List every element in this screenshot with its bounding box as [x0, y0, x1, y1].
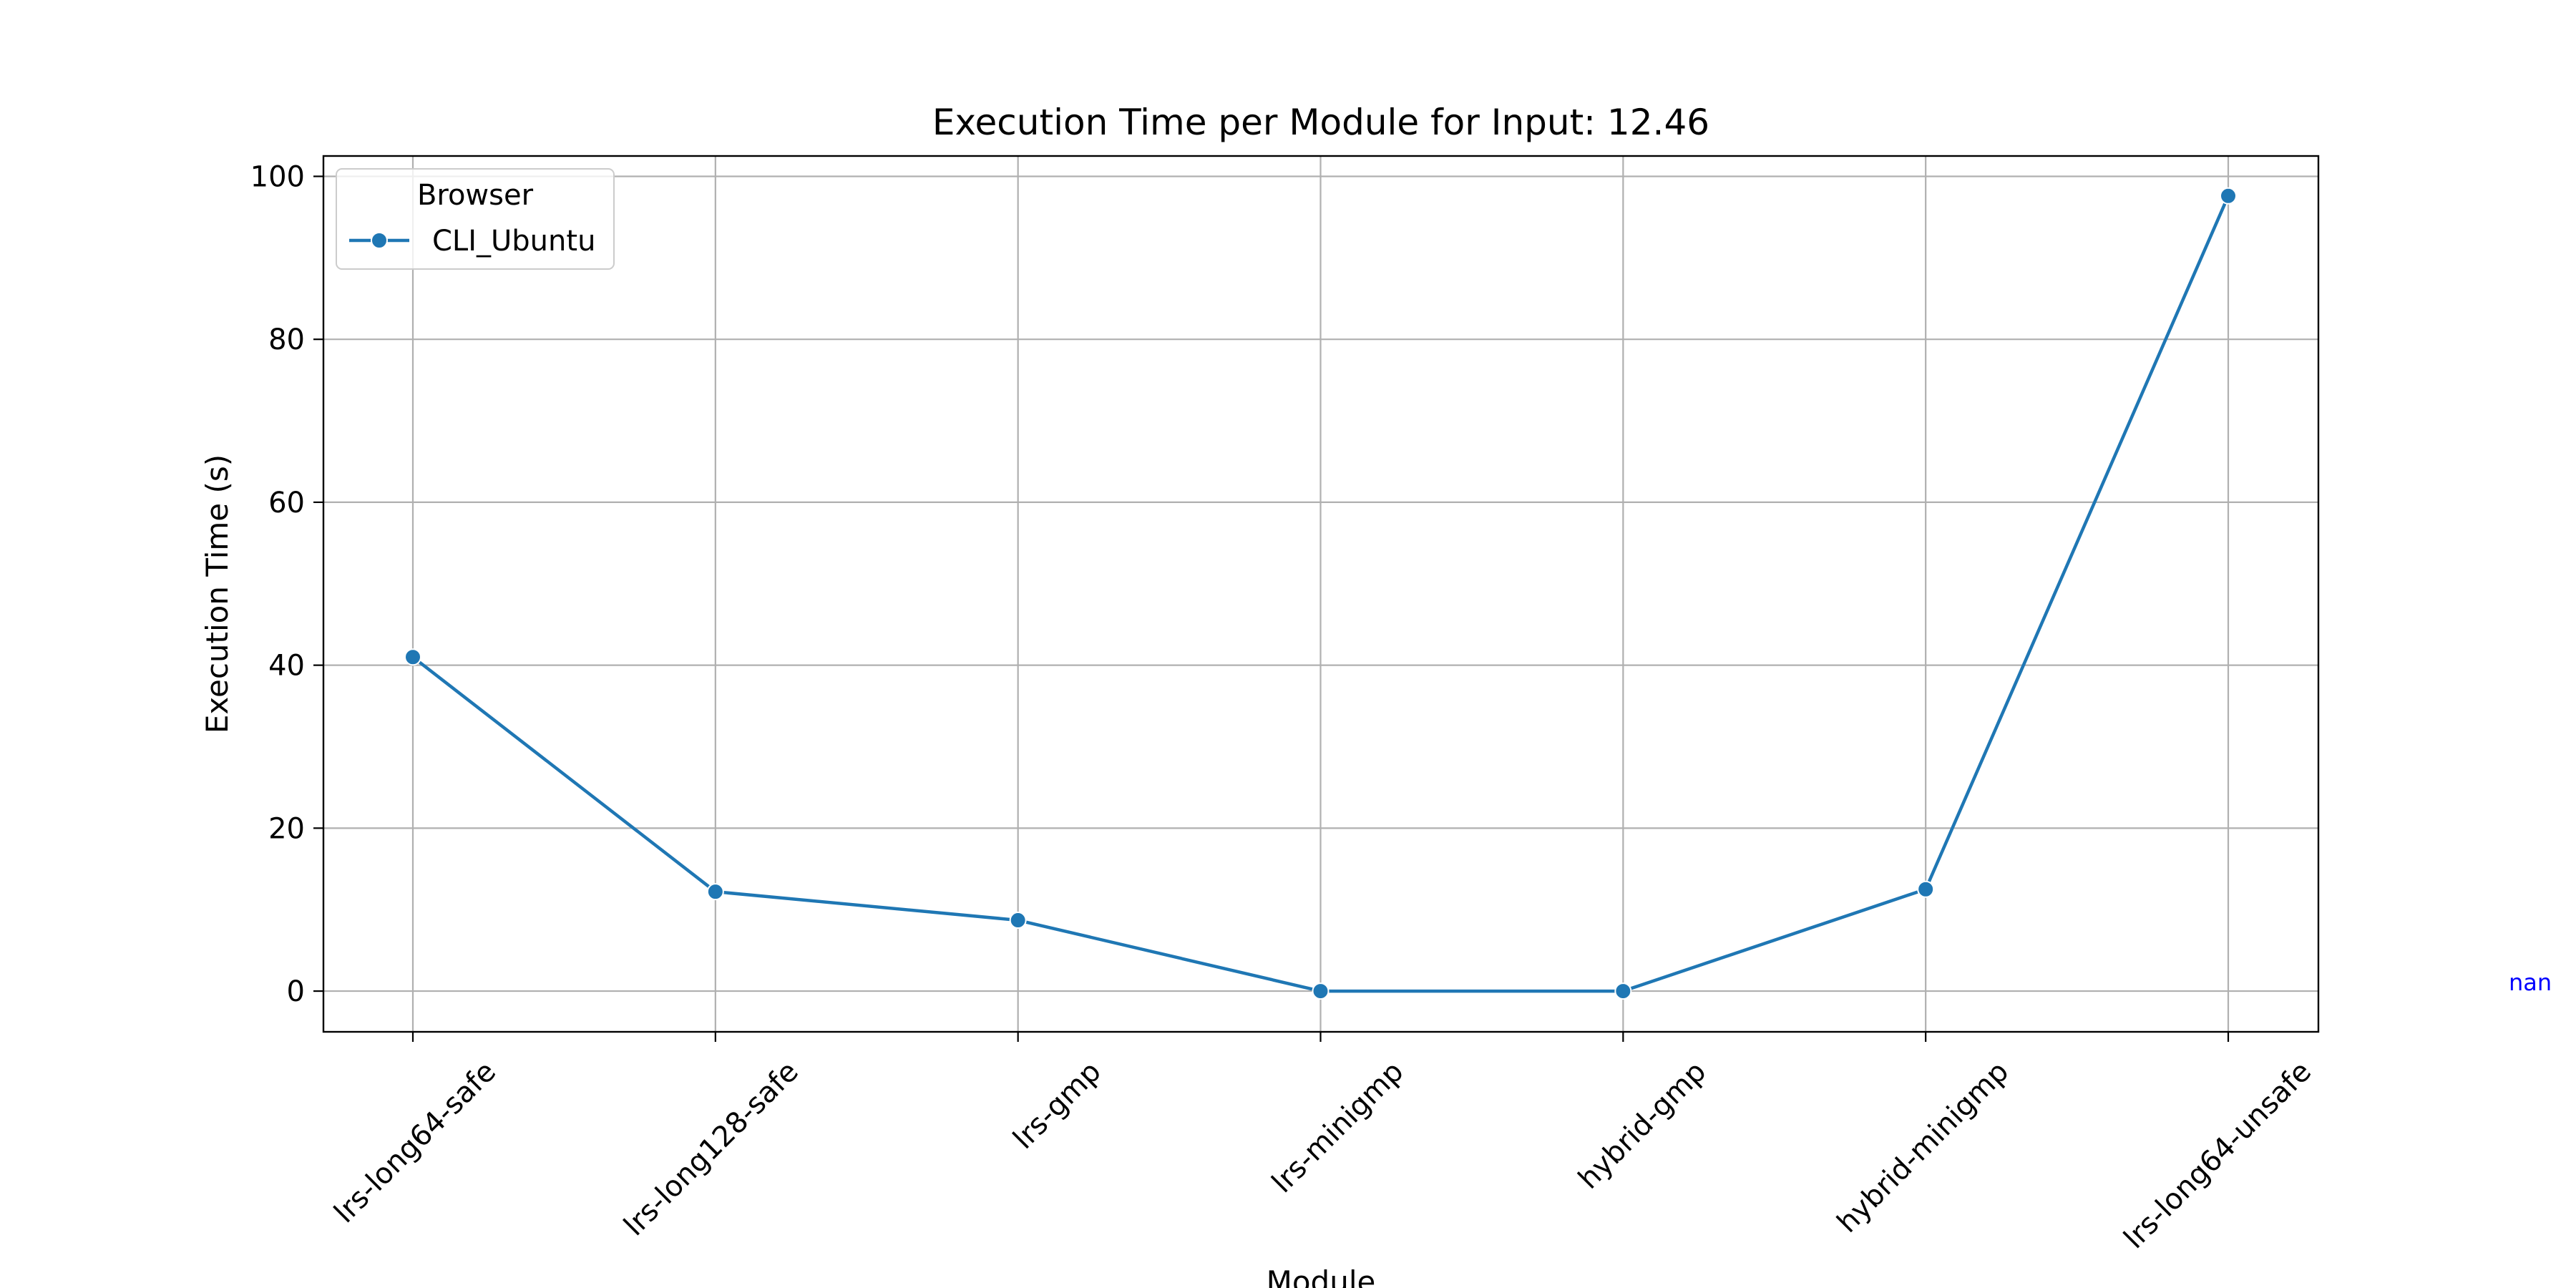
- grid: [323, 156, 2318, 1032]
- y-axis-title: Execution Time (s): [200, 454, 235, 733]
- nan-annotation: nan: [2509, 969, 2552, 996]
- y-tick-label: 0: [287, 975, 305, 1008]
- data-point: [1614, 982, 1632, 1000]
- chart-title: Execution Time per Module for Input: 12.…: [932, 102, 1709, 143]
- series-layer: [404, 187, 2237, 1000]
- y-tick-label: 80: [268, 323, 305, 356]
- y-tick-label: 40: [268, 650, 305, 683]
- data-point: [2220, 187, 2237, 205]
- legend-box: [336, 168, 615, 270]
- data-point: [706, 883, 724, 901]
- legend-title: Browser: [417, 179, 534, 212]
- y-tick-label: 100: [250, 160, 305, 193]
- y-tick-label: 20: [268, 812, 305, 845]
- y-tick-label: 60: [268, 487, 305, 519]
- data-point: [404, 648, 421, 666]
- legend: Browser CLI_Ubuntu: [336, 168, 615, 270]
- legend-entry-label: CLI_Ubuntu: [432, 225, 595, 258]
- legend-swatch-marker: [371, 232, 388, 249]
- data-point: [1009, 912, 1027, 930]
- data-point: [1312, 982, 1330, 1000]
- x-axis-title: Module: [1267, 1264, 1376, 1288]
- data-point: [1917, 880, 1935, 898]
